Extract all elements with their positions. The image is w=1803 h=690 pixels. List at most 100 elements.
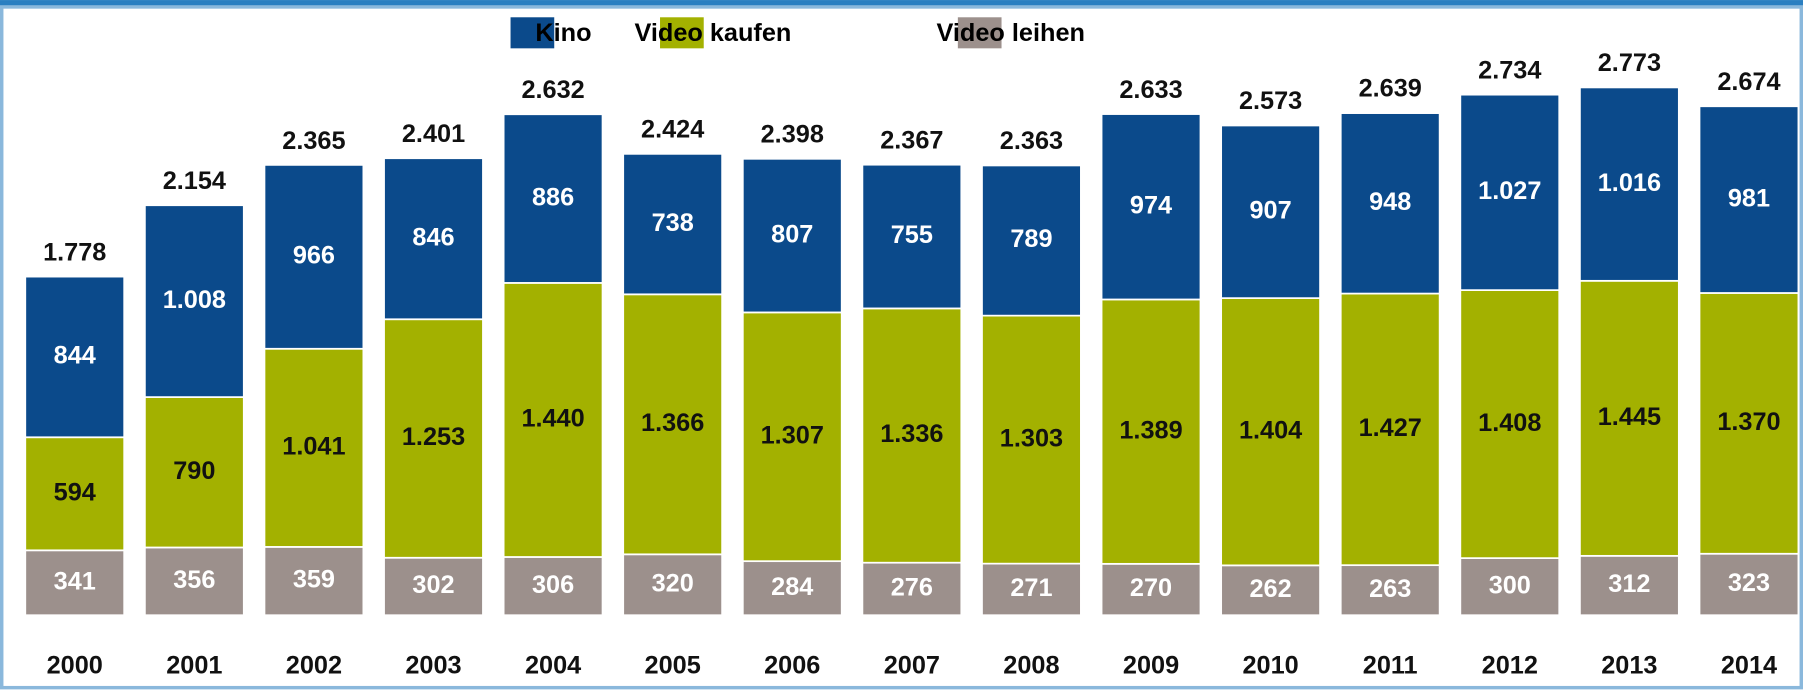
value-label: 312 (1608, 570, 1650, 598)
bar-segment (1698, 552, 1800, 617)
value-label: 1.253 (402, 423, 465, 451)
total-label: 2.398 (761, 120, 824, 148)
legend-label: Video kaufen (634, 19, 791, 47)
value-label: 966 (293, 242, 335, 270)
value-label: 1.366 (641, 409, 704, 437)
value-label: 981 (1728, 184, 1770, 212)
total-label: 2.154 (163, 167, 226, 195)
bar-segment (1579, 86, 1680, 282)
value-label: 276 (891, 574, 933, 602)
bar-segment (1459, 93, 1561, 291)
value-label: 320 (652, 569, 694, 597)
frame (0, 5, 1803, 690)
bar-segment (263, 164, 365, 350)
bar-segment (622, 293, 723, 556)
bar-segment (741, 311, 843, 563)
bar-segment (1220, 297, 1321, 567)
bar-segment (741, 157, 843, 314)
bar-segment (981, 314, 1082, 565)
bar-segment (1579, 554, 1680, 617)
value-label: 356 (173, 566, 215, 594)
total-label: 2.632 (521, 76, 584, 104)
legend-swatch (957, 17, 1002, 49)
value-label: 271 (1010, 574, 1052, 602)
x-tick-label: 2001 (166, 652, 222, 680)
total-label: 2.773 (1598, 49, 1661, 77)
total-label: 2.367 (880, 126, 943, 154)
value-label: 1.427 (1359, 414, 1422, 442)
value-label: 886 (532, 183, 574, 211)
total-label: 2.674 (1717, 68, 1780, 96)
x-tick-label: 2006 (764, 652, 820, 680)
value-label: 1.408 (1478, 409, 1541, 437)
value-label: 844 (54, 342, 96, 370)
bar-segment (1459, 289, 1561, 559)
bar-segment (24, 275, 126, 439)
bar-segment (502, 282, 604, 558)
total-label: 2.363 (1000, 127, 1063, 155)
value-label: 1.370 (1717, 408, 1780, 436)
value-label: 1.445 (1598, 403, 1661, 431)
x-tick-label: 2007 (884, 652, 940, 680)
value-label: 306 (532, 571, 574, 599)
bar-segment (502, 556, 604, 617)
bar-segment (622, 553, 723, 617)
value-label: 262 (1250, 575, 1292, 603)
value-label: 789 (1010, 225, 1052, 253)
bar-segment (1220, 124, 1321, 299)
bar-segment (1579, 279, 1680, 557)
total-label: 1.778 (43, 238, 106, 266)
value-label: 907 (1250, 196, 1292, 224)
value-label: 323 (1728, 569, 1770, 597)
total-label: 2.424 (641, 116, 704, 144)
value-label: 1.307 (761, 421, 824, 449)
value-label: 300 (1489, 571, 1531, 599)
bar-segment (861, 307, 963, 564)
bar-segment (383, 157, 484, 321)
bar-segment (144, 204, 245, 398)
total-label: 2.734 (1478, 57, 1541, 85)
value-label: 594 (54, 478, 96, 506)
value-label: 738 (652, 209, 694, 237)
bar-segment (144, 396, 245, 549)
x-tick-label: 2014 (1721, 652, 1777, 680)
bar-segment (383, 318, 484, 559)
bar-segment (1100, 113, 1202, 301)
x-tick-label: 2002 (286, 652, 342, 680)
legend-label: Kino (535, 19, 591, 47)
x-tick-label: 2008 (1003, 652, 1059, 680)
top-strip (0, 0, 1803, 7)
value-label: 1.303 (1000, 424, 1063, 452)
x-tick-label: 2009 (1123, 652, 1179, 680)
total-label: 2.401 (402, 120, 465, 148)
bar-segment (861, 163, 963, 310)
bar-segment (1339, 292, 1441, 567)
value-label: 284 (771, 573, 813, 601)
x-tick-label: 2010 (1242, 652, 1298, 680)
total-label: 2.365 (282, 127, 345, 155)
bar-segment (502, 113, 604, 284)
bar-segment (144, 546, 245, 617)
value-label: 1.440 (521, 405, 584, 433)
bar-segment (24, 549, 126, 617)
value-label: 1.016 (1598, 169, 1661, 197)
legend-swatch (510, 17, 555, 49)
legend-label: Video leihen (937, 19, 1085, 47)
value-label: 1.336 (880, 420, 943, 448)
x-tick-label: 2005 (645, 652, 701, 680)
value-label: 974 (1130, 191, 1172, 219)
x-tick-label: 2011 (1363, 652, 1418, 680)
bar-segment (981, 562, 1082, 617)
value-label: 1.008 (163, 286, 226, 314)
legend-swatch (660, 17, 704, 49)
bar-segment (1698, 105, 1800, 294)
value-label: 755 (891, 221, 933, 249)
value-label: 807 (771, 220, 813, 248)
value-label: 1.389 (1119, 416, 1182, 444)
bar-segment (981, 164, 1082, 317)
value-label: 790 (173, 457, 215, 485)
bar-segment (1100, 298, 1202, 565)
x-tick-label: 2004 (525, 652, 581, 680)
